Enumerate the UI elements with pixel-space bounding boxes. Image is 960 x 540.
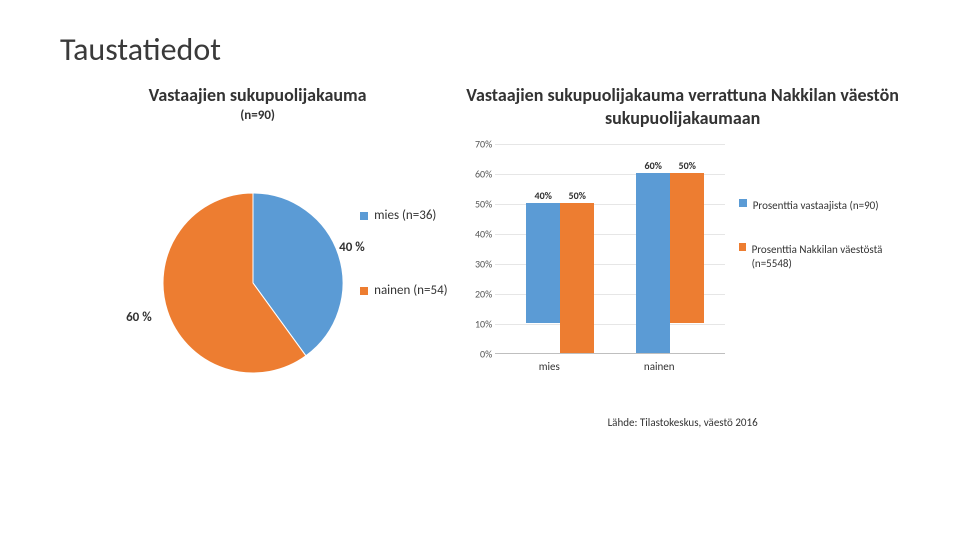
legend-swatch-icon <box>360 212 368 220</box>
y-tick-label: 10% <box>467 318 492 331</box>
legend-swatch-icon <box>739 243 746 251</box>
bar-value-label: 60% <box>636 159 670 172</box>
bar: 50% <box>560 203 594 353</box>
slide-container: Taustatiedot Vastaajien sukupuolijakauma… <box>0 0 960 540</box>
pie-chart-subtitle: (n=90) <box>240 108 275 123</box>
bar-group: 60%50% <box>625 173 715 353</box>
source-text: Lähde: Tilastokeskus, väestö 2016 <box>465 416 900 429</box>
pie-chart <box>163 193 343 373</box>
y-tick-label: 40% <box>467 228 492 241</box>
bar: 40% <box>526 203 560 323</box>
pie-legend: mies (n=36) nainen (n=54) <box>360 208 447 298</box>
bar: 50% <box>670 173 704 323</box>
bar-legend-label: Prosenttia vastaajista (n=90) <box>753 199 879 213</box>
pie-legend-label: mies (n=36) <box>374 208 436 223</box>
content-row: Vastaajien sukupuolijakauma (n=90) 40 %6… <box>60 84 900 463</box>
bar-plot-area: 0%10%20%30%40%50%60%70%40%50%mies60%50%n… <box>495 144 725 354</box>
bar-value-label: 50% <box>670 159 704 172</box>
legend-swatch-icon <box>739 199 747 207</box>
pie-chart-title: Vastaajien sukupuolijakauma <box>149 84 367 106</box>
y-tick-label: 30% <box>467 258 492 271</box>
x-category-label: mies <box>504 360 594 373</box>
bar-panel: Vastaajien sukupuolijakauma verrattuna N… <box>465 84 900 463</box>
bar-legend: Prosenttia vastaajista (n=90) Prosenttia… <box>739 199 900 394</box>
bar-value-label: 50% <box>560 189 594 202</box>
pie-panel: Vastaajien sukupuolijakauma (n=90) 40 %6… <box>60 84 455 463</box>
pie-slice-label: 60 % <box>126 310 152 325</box>
y-tick-label: 70% <box>467 138 492 151</box>
bar-group: 40%50% <box>515 203 605 353</box>
pie-chart-area: 40 %60 % mies (n=36) nainen (n=54) <box>68 153 448 463</box>
bar-chart-title: Vastaajien sukupuolijakauma verrattuna N… <box>465 84 900 129</box>
bar-value-label: 40% <box>526 189 560 202</box>
y-tick-label: 50% <box>467 198 492 211</box>
pie-legend-item-mies: mies (n=36) <box>360 208 447 223</box>
pie-legend-item-nainen: nainen (n=54) <box>360 283 447 298</box>
y-tick-label: 0% <box>467 348 492 361</box>
pie-legend-label: nainen (n=54) <box>374 283 447 298</box>
x-category-label: nainen <box>614 360 704 373</box>
slide-title: Taustatiedot <box>60 30 900 69</box>
bar-chart: 0%10%20%30%40%50%60%70%40%50%mies60%50%n… <box>465 144 731 394</box>
bar-legend-item-1: Prosenttia Nakkilan väestöstä (n=5548) <box>739 243 900 271</box>
bar: 60% <box>636 173 670 353</box>
y-tick-label: 20% <box>467 288 492 301</box>
y-tick-label: 60% <box>467 168 492 181</box>
bar-chart-wrap: 0%10%20%30%40%50%60%70%40%50%mies60%50%n… <box>465 144 900 394</box>
gridline <box>495 144 725 145</box>
bar-legend-label: Prosenttia Nakkilan väestöstä (n=5548) <box>752 243 900 271</box>
bar-legend-item-0: Prosenttia vastaajista (n=90) <box>739 199 900 213</box>
legend-swatch-icon <box>360 287 368 295</box>
